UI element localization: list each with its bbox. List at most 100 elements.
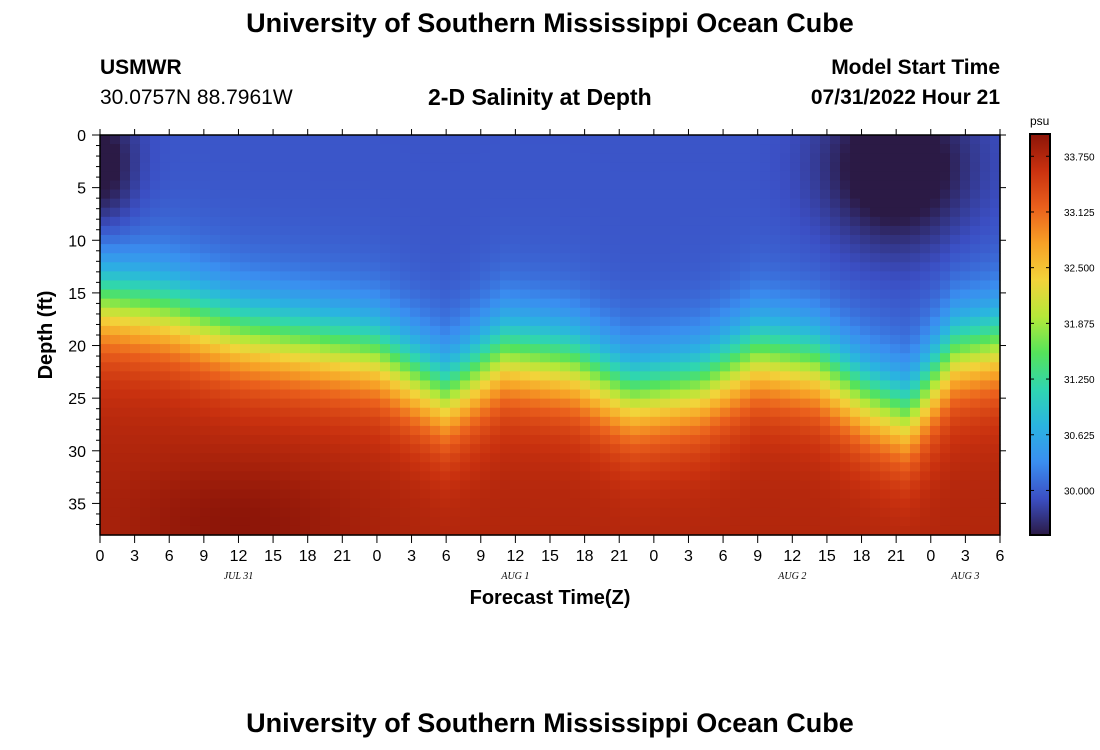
heatmap-cell — [640, 189, 651, 200]
heatmap-cell — [910, 435, 921, 445]
heatmap-cell — [330, 153, 341, 163]
heatmap-cell — [380, 453, 391, 463]
heatmap-cell — [940, 262, 951, 272]
heatmap-cell — [200, 353, 211, 363]
heatmap-cell — [690, 498, 701, 509]
heatmap-cell — [940, 162, 951, 172]
heatmap-cell — [680, 298, 691, 309]
heatmap-cell — [280, 444, 291, 454]
heatmap-cell — [850, 498, 861, 509]
heatmap-cell — [840, 389, 851, 400]
heatmap-cell — [840, 407, 851, 418]
x-tick-label: 3 — [684, 548, 693, 565]
heatmap-cell — [170, 235, 181, 245]
heatmap-cell — [430, 407, 441, 418]
heatmap-cell — [450, 453, 461, 463]
heatmap-cell — [220, 135, 231, 145]
heatmap-cell — [740, 298, 751, 309]
heatmap-cell — [330, 389, 341, 400]
heatmap-cell — [800, 171, 811, 182]
heatmap-cell — [670, 144, 681, 154]
heatmap-cell — [990, 489, 1001, 500]
heatmap-cell — [630, 516, 641, 527]
heatmap-cell — [800, 507, 811, 518]
heatmap-cell — [810, 162, 821, 172]
heatmap-cell — [700, 298, 711, 309]
heatmap-cell — [390, 135, 401, 145]
heatmap-cell — [720, 135, 731, 145]
heatmap-cell — [560, 380, 571, 391]
heatmap-cell — [700, 225, 711, 236]
heatmap-cell — [610, 425, 621, 436]
heatmap-cell — [280, 471, 291, 482]
heatmap-cell — [740, 225, 751, 236]
heatmap-cell — [720, 489, 731, 500]
heatmap-cell — [570, 289, 581, 300]
heatmap-cell — [950, 525, 961, 536]
heatmap-cell — [460, 153, 471, 163]
heatmap-cell — [620, 480, 631, 491]
heatmap-cell — [940, 489, 951, 500]
heatmap-cell — [960, 235, 971, 245]
heatmap-cell — [400, 325, 411, 336]
heatmap-cell — [360, 398, 371, 409]
heatmap-cell — [930, 362, 941, 372]
heatmap-cell — [990, 480, 1001, 491]
heatmap-cell — [500, 353, 511, 363]
heatmap-cell — [620, 353, 631, 363]
heatmap-cell — [610, 262, 621, 272]
heatmap-cell — [170, 153, 181, 163]
heatmap-cell — [950, 489, 961, 500]
heatmap-cell — [900, 244, 911, 254]
heatmap-cell — [250, 453, 261, 463]
heatmap-cell — [920, 298, 931, 309]
heatmap-cell — [640, 316, 651, 327]
heatmap-cell — [420, 298, 431, 309]
heatmap-cell — [680, 507, 691, 518]
heatmap-cell — [960, 225, 971, 236]
heatmap-cell — [760, 135, 771, 145]
heatmap-cell — [230, 153, 241, 163]
heatmap-cell — [970, 444, 981, 454]
heatmap-cell — [230, 471, 241, 482]
heatmap-cell — [880, 253, 891, 263]
heatmap-cell — [790, 316, 801, 327]
heatmap-cell — [140, 216, 151, 227]
heatmap-cell — [330, 462, 341, 472]
heatmap-cell — [690, 480, 701, 491]
heatmap-cell — [530, 298, 541, 309]
heatmap-cell — [860, 135, 871, 145]
heatmap-cell — [120, 389, 131, 400]
heatmap-cell — [200, 462, 211, 472]
heatmap-cell — [380, 389, 391, 400]
heatmap-cell — [370, 453, 381, 463]
heatmap-cell — [160, 225, 171, 236]
heatmap-cell — [740, 425, 751, 436]
heatmap-cell — [160, 344, 171, 354]
heatmap-cell — [320, 380, 331, 391]
heatmap-cell — [220, 453, 231, 463]
heatmap-cell — [690, 316, 701, 327]
heatmap-cell — [350, 180, 361, 191]
heatmap-cell — [780, 516, 791, 527]
heatmap-cell — [920, 153, 931, 163]
heatmap-cell — [800, 471, 811, 482]
heatmap-cell — [880, 316, 891, 327]
heatmap-cell — [890, 162, 901, 172]
heatmap-cell — [910, 471, 921, 482]
heatmap-cell — [360, 371, 371, 382]
heatmap-cell — [310, 325, 321, 336]
heatmap-cell — [340, 325, 351, 336]
heatmap-cell — [510, 353, 521, 363]
heatmap-cell — [660, 398, 671, 409]
heatmap-cell — [470, 362, 481, 372]
heatmap-cell — [840, 525, 851, 536]
heatmap-cell — [800, 189, 811, 200]
heatmap-cell — [380, 316, 391, 327]
heatmap-cell — [210, 225, 221, 236]
heatmap-cell — [520, 471, 531, 482]
heatmap-cell — [270, 144, 281, 154]
heatmap-cell — [980, 325, 991, 336]
heatmap-cell — [110, 353, 121, 363]
heatmap-cell — [300, 180, 311, 191]
